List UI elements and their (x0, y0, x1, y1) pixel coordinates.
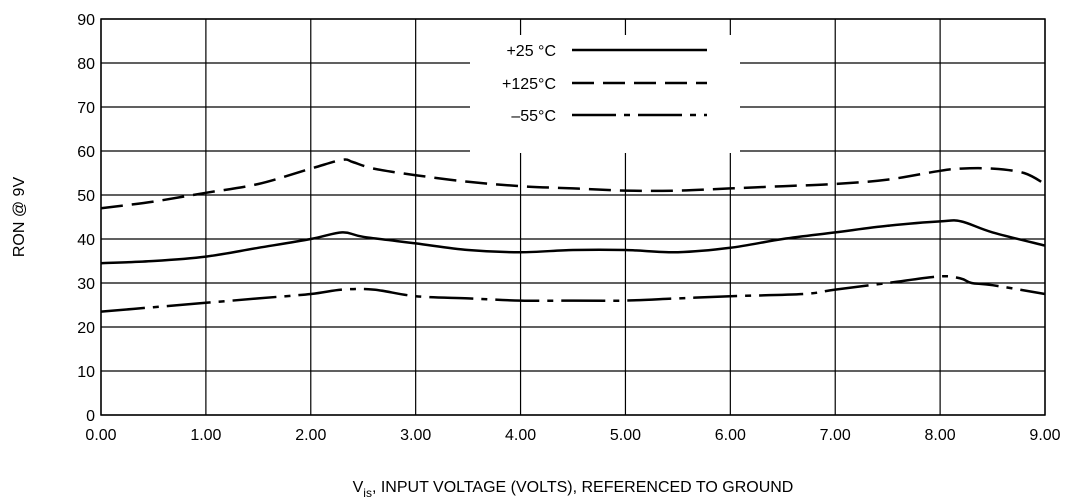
y-tick-label: 0 (86, 408, 95, 425)
x-axis-ticks: 0.00 1.00 2.00 3.00 4.00 5.00 6.00 7.00 8.00 9.00 (85, 427, 1060, 444)
x-axis-title-subscript: is (363, 486, 372, 500)
x-tick-label: 6.00 (715, 427, 746, 444)
x-tick-label: 4.00 (505, 427, 536, 444)
y-tick-label: 90 (77, 12, 95, 29)
series-line-2 (100, 274, 1046, 313)
y-tick-label: 60 (77, 144, 95, 161)
x-tick-label: 9.00 (1029, 427, 1060, 444)
legend-label-0: +25 °C (506, 43, 556, 60)
x-tick-label: 3.00 (400, 427, 431, 444)
series-layer (100, 158, 1046, 313)
x-tick-label: 1.00 (190, 427, 221, 444)
y-tick-label: 10 (77, 364, 95, 381)
y-tick-label: 50 (77, 188, 95, 205)
legend-label-1: +125°C (502, 76, 556, 93)
y-tick-label: 80 (77, 56, 95, 73)
y-tick-label: 20 (77, 320, 95, 337)
y-tick-label: 40 (77, 232, 95, 249)
plot-frame (100, 18, 1046, 416)
x-tick-label: 7.00 (820, 427, 851, 444)
x-tick-label: 0.00 (85, 427, 116, 444)
x-tick-label: 5.00 (610, 427, 641, 444)
legend-background (470, 35, 740, 153)
x-tick-label: 2.00 (295, 427, 326, 444)
y-tick-label: 70 (77, 100, 95, 117)
x-axis-title-main: V (353, 479, 364, 496)
x-axis-title-rest: , INPUT VOLTAGE (VOLTS), REFERENCED TO G… (372, 479, 793, 496)
legend: +25 °C +125°C –55°C (470, 35, 740, 153)
series-line-0 (100, 219, 1046, 265)
series-line-1 (100, 158, 1046, 210)
y-axis-ticks: 0 10 20 30 40 50 60 70 80 90 (77, 12, 95, 425)
y-axis-title: RON @ 9V (11, 177, 28, 258)
legend-label-2: –55°C (511, 108, 556, 125)
x-tick-label: 8.00 (925, 427, 956, 444)
y-tick-label: 30 (77, 276, 95, 293)
x-axis-title: Vis, INPUT VOLTAGE (VOLTS), REFERENCED T… (353, 479, 794, 500)
